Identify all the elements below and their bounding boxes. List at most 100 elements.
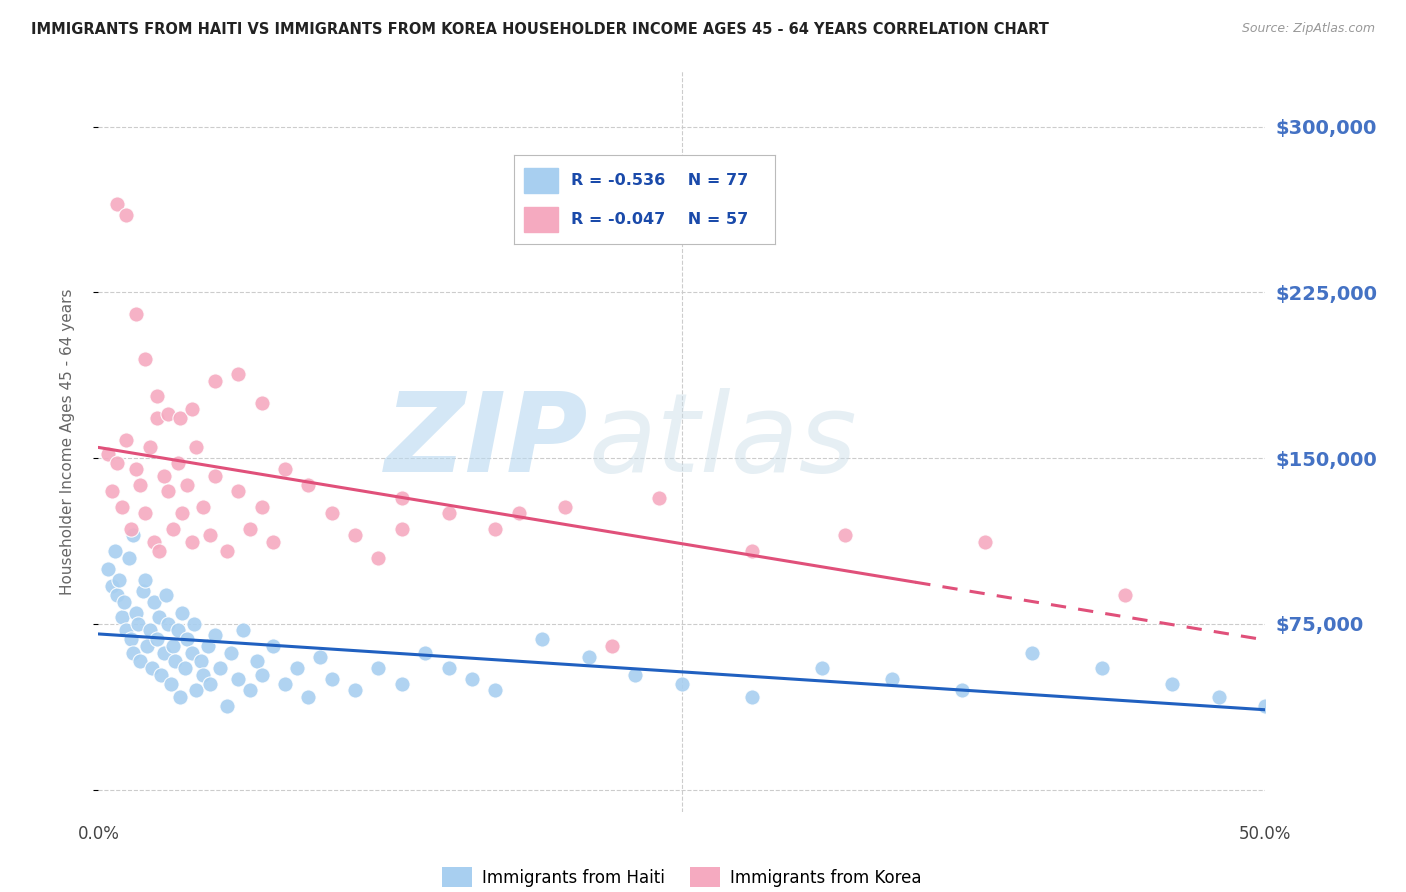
FancyBboxPatch shape	[524, 207, 558, 232]
Text: ZIP: ZIP	[385, 388, 589, 495]
Point	[974, 535, 997, 549]
Point	[122, 528, 145, 542]
Point	[120, 632, 142, 647]
Point	[309, 650, 332, 665]
Point	[246, 655, 269, 669]
Point	[105, 588, 128, 602]
Point	[1208, 690, 1230, 704]
Point	[391, 491, 413, 505]
Point	[120, 522, 142, 536]
Point	[136, 639, 159, 653]
Point	[200, 528, 222, 542]
Point	[129, 477, 152, 491]
Point	[215, 544, 238, 558]
Point	[180, 646, 202, 660]
Point	[215, 698, 238, 713]
Point	[193, 667, 215, 681]
Point	[1254, 698, 1277, 713]
Point	[169, 690, 191, 704]
Point	[554, 500, 576, 514]
Point	[1091, 661, 1114, 675]
Point	[197, 639, 219, 653]
Point	[600, 639, 623, 653]
Point	[232, 624, 254, 638]
Point	[530, 632, 553, 647]
Point	[204, 374, 226, 388]
Point	[484, 522, 506, 536]
Point	[183, 616, 205, 631]
Point	[250, 500, 273, 514]
Point	[274, 462, 297, 476]
Point	[104, 544, 127, 558]
Point	[115, 208, 138, 222]
Point	[111, 500, 134, 514]
Point	[484, 683, 506, 698]
Point	[157, 616, 180, 631]
Point	[367, 661, 389, 675]
Point	[208, 661, 231, 675]
Point	[190, 655, 212, 669]
Point	[97, 447, 120, 461]
Point	[108, 573, 131, 587]
Point	[1161, 676, 1184, 690]
Point	[112, 595, 135, 609]
Point	[391, 522, 413, 536]
Point	[274, 676, 297, 690]
Point	[228, 367, 250, 381]
Point	[134, 573, 156, 587]
Legend: Immigrants from Haiti, Immigrants from Korea: Immigrants from Haiti, Immigrants from K…	[436, 861, 928, 892]
Point	[437, 661, 460, 675]
Point	[115, 624, 138, 638]
Point	[200, 676, 222, 690]
Point	[146, 632, 169, 647]
Point	[105, 197, 128, 211]
Point	[129, 655, 152, 669]
Point	[157, 484, 180, 499]
Point	[143, 535, 166, 549]
Point	[578, 650, 600, 665]
Point	[344, 528, 367, 542]
Point	[155, 588, 177, 602]
Point	[950, 683, 973, 698]
Point	[125, 606, 148, 620]
Point	[741, 544, 763, 558]
Point	[461, 672, 484, 686]
FancyBboxPatch shape	[524, 168, 558, 193]
Point	[180, 535, 202, 549]
Y-axis label: Householder Income Ages 45 - 64 years: Householder Income Ages 45 - 64 years	[60, 288, 75, 595]
Point	[111, 610, 134, 624]
Point	[176, 477, 198, 491]
Point	[166, 456, 188, 470]
Point	[180, 402, 202, 417]
Point	[134, 351, 156, 366]
Point	[125, 462, 148, 476]
Point	[186, 683, 208, 698]
Point	[166, 624, 188, 638]
Point	[115, 434, 138, 448]
Point	[262, 535, 284, 549]
Point	[297, 690, 319, 704]
Point	[250, 396, 273, 410]
Point	[508, 507, 530, 521]
Point	[125, 308, 148, 322]
Point	[141, 661, 163, 675]
Point	[671, 676, 693, 690]
Point	[1021, 646, 1043, 660]
Point	[437, 507, 460, 521]
Point	[250, 667, 273, 681]
Point	[186, 440, 208, 454]
Text: Source: ZipAtlas.com: Source: ZipAtlas.com	[1241, 22, 1375, 36]
Point	[118, 550, 141, 565]
Point	[152, 646, 174, 660]
Point	[204, 628, 226, 642]
Point	[105, 456, 128, 470]
Point	[122, 646, 145, 660]
Point	[367, 550, 389, 565]
Point	[834, 528, 856, 542]
Point	[146, 389, 169, 403]
Point	[204, 468, 226, 483]
Point	[157, 407, 180, 421]
Point	[134, 507, 156, 521]
Point	[162, 639, 184, 653]
Point	[741, 690, 763, 704]
